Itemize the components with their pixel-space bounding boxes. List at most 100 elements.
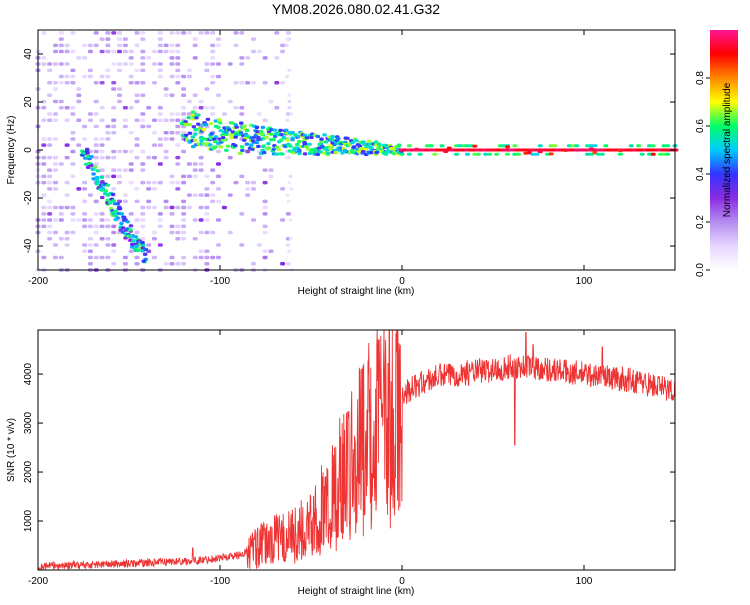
spectrogram-cell bbox=[142, 252, 148, 256]
spectrogram-cell bbox=[152, 81, 157, 85]
spectrogram-cell bbox=[122, 193, 128, 197]
spectrogram-cell bbox=[251, 81, 256, 85]
spectrogram-cell bbox=[110, 192, 116, 196]
spectrogram-cell bbox=[134, 93, 140, 97]
spectrogram-cell bbox=[157, 118, 163, 122]
spectrogram-cell bbox=[194, 116, 199, 120]
spectrogram-cell bbox=[210, 31, 216, 35]
spectrogram-cell bbox=[233, 43, 239, 48]
snr-y-ticks: 1000 2000 3000 4000 bbox=[23, 363, 675, 532]
snr-series-line bbox=[37, 330, 676, 571]
spectrogram-cell bbox=[287, 181, 292, 185]
spectrogram-cell bbox=[285, 262, 291, 266]
spectrogram-cell bbox=[105, 31, 111, 35]
spectrogram-cell bbox=[295, 146, 300, 150]
spectrogram-cell bbox=[280, 262, 286, 266]
spectrogram-cell bbox=[181, 131, 187, 135]
spectrogram-cell bbox=[454, 144, 460, 148]
spectrogram-cell bbox=[292, 148, 297, 152]
spectrogram-cell bbox=[204, 106, 210, 110]
spectrogram-cell bbox=[285, 31, 291, 35]
spectrogram-cell bbox=[255, 130, 260, 134]
spectrogram-cell bbox=[315, 152, 320, 156]
spectrogram-cell bbox=[152, 131, 157, 135]
spectrogram-cell bbox=[41, 174, 47, 179]
spectrogram-cell bbox=[186, 74, 192, 79]
spectrogram-y-tick-label: -40 bbox=[23, 238, 34, 253]
spectrogram-cell bbox=[288, 144, 293, 148]
spectrogram-cell bbox=[117, 87, 122, 91]
spectrogram-x-tick-label: -200 bbox=[28, 276, 48, 287]
spectrogram-cell bbox=[280, 49, 286, 54]
spectrogram-cell bbox=[140, 49, 146, 54]
spectrogram-cell bbox=[599, 152, 605, 156]
spectrogram-cell bbox=[175, 230, 181, 235]
spectrogram-cell bbox=[224, 132, 229, 136]
spectrogram-cell bbox=[146, 155, 152, 160]
spectrogram-cell bbox=[288, 174, 293, 178]
spectrogram-cell bbox=[100, 195, 105, 200]
spectrogram-cell bbox=[260, 125, 266, 129]
spectrogram-cell bbox=[87, 43, 93, 48]
spectrogram-cell bbox=[111, 249, 117, 253]
spectrogram-cell bbox=[70, 212, 76, 216]
spectrogram-cell bbox=[213, 135, 219, 139]
spectrogram-cell bbox=[278, 128, 283, 132]
spectrogram-cell bbox=[128, 131, 134, 135]
spectrogram-cell bbox=[181, 199, 187, 204]
spectrogram-cell bbox=[105, 218, 111, 222]
spectrogram-cell bbox=[169, 262, 175, 266]
spectrogram-cell bbox=[41, 224, 47, 229]
spectrogram-cell bbox=[204, 218, 210, 222]
spectrogram-cell bbox=[117, 180, 122, 185]
spectrogram-cell bbox=[140, 118, 146, 122]
spectrogram-cell bbox=[98, 187, 103, 191]
spectrogram-cell bbox=[113, 209, 118, 213]
spectrogram-cell bbox=[175, 187, 181, 191]
spectrogram-cell bbox=[140, 112, 146, 116]
spectrogram-cell bbox=[47, 199, 53, 204]
spectrogram-cell bbox=[175, 49, 181, 54]
spectrogram-cell bbox=[216, 243, 221, 247]
spectrogram-cell bbox=[280, 43, 286, 48]
spectrogram-cell bbox=[99, 175, 105, 179]
spectrogram-cell bbox=[472, 152, 478, 156]
spectrogram-cell bbox=[290, 138, 295, 142]
spectrogram-cell bbox=[47, 143, 53, 147]
spectrogram-cell bbox=[289, 187, 294, 191]
spectrogram-cell bbox=[95, 169, 101, 173]
spectrogram-cell bbox=[251, 37, 256, 41]
spectrogram-cell bbox=[181, 224, 187, 229]
spectrogram-cell bbox=[47, 155, 53, 160]
spectrogram-cell bbox=[297, 152, 302, 156]
spectrogram-cell bbox=[286, 199, 291, 203]
spectrogram-cell bbox=[111, 118, 117, 122]
spectrogram-cell bbox=[121, 215, 127, 219]
spectrogram-cell bbox=[93, 230, 99, 235]
spectrogram-cell bbox=[224, 148, 229, 152]
snr-y-tick-label: 4000 bbox=[23, 363, 34, 386]
spectrogram-cell bbox=[117, 62, 122, 66]
spectrogram-cell bbox=[198, 193, 204, 197]
spectrogram-cell bbox=[192, 193, 198, 197]
spectrogram-cell bbox=[53, 230, 58, 235]
spectrogram-cell bbox=[537, 144, 543, 148]
spectrogram-cell bbox=[351, 145, 357, 149]
spectrogram-cell bbox=[181, 237, 187, 241]
spectrogram-xlabel: Height of straight line (km) bbox=[298, 286, 415, 297]
spectrogram-cell bbox=[322, 133, 327, 137]
spectrogram-cell bbox=[192, 218, 198, 222]
spectrogram-cell bbox=[70, 230, 76, 235]
spectrogram-cell bbox=[284, 43, 289, 47]
spectrogram-cell bbox=[134, 68, 140, 73]
spectrogram-cell bbox=[58, 31, 64, 35]
spectrogram-cell bbox=[53, 87, 58, 91]
spectrogram-cell bbox=[210, 62, 216, 66]
spectrogram-cell bbox=[374, 150, 379, 155]
spectrogram-cell bbox=[376, 142, 382, 146]
spectrogram-cell bbox=[210, 168, 216, 172]
spectrogram-cell bbox=[99, 168, 105, 172]
spectrogram-cell bbox=[175, 74, 181, 79]
spectrogram-cell bbox=[93, 99, 99, 104]
spectrogram-cell bbox=[216, 187, 221, 191]
